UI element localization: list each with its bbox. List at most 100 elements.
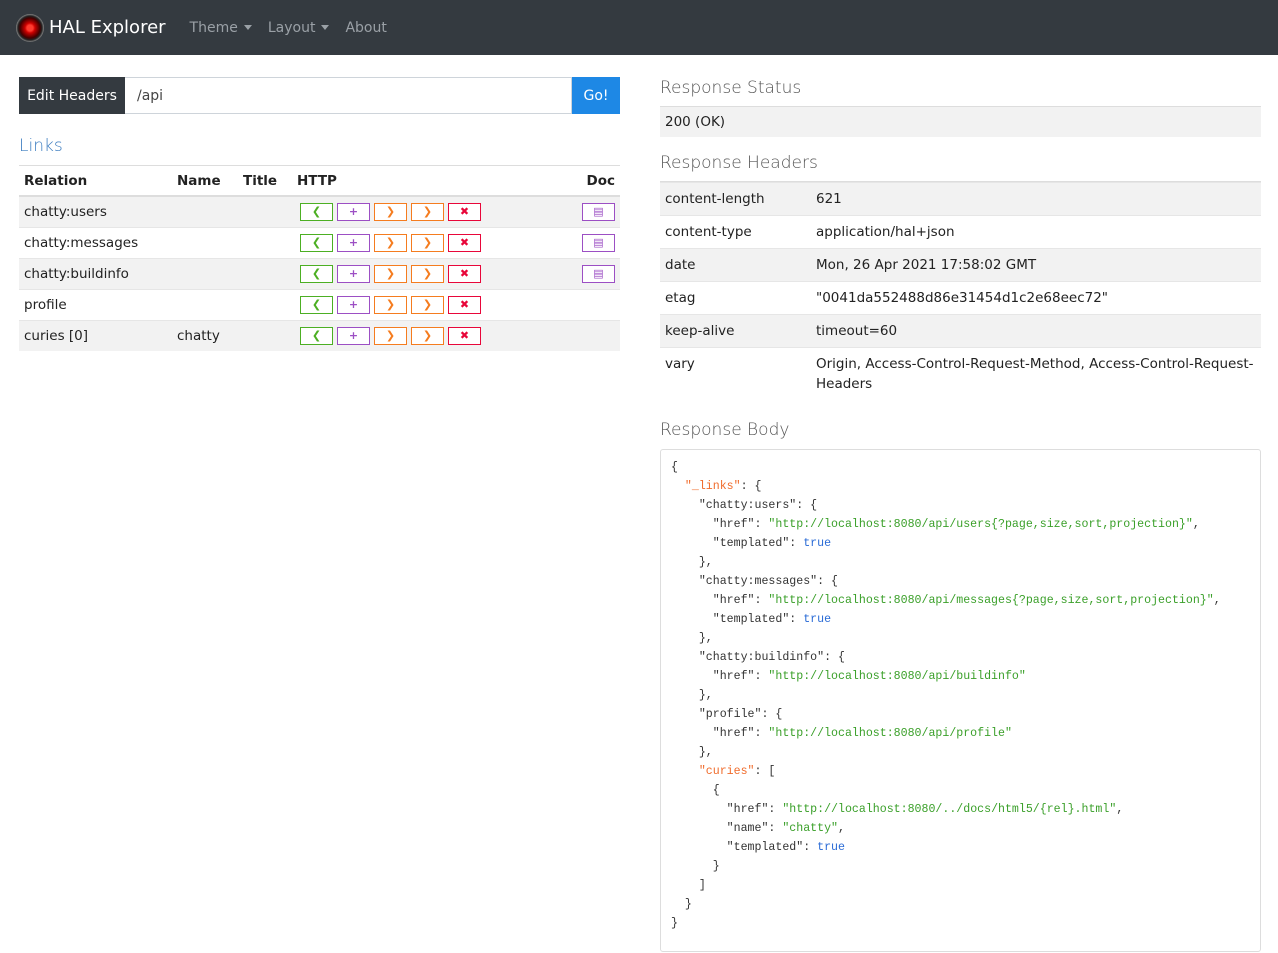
patch-button[interactable]: ❯ (411, 326, 444, 345)
json-line: ] (671, 876, 1250, 895)
json-token: } (684, 898, 692, 911)
json-line: }, (671, 629, 1250, 648)
get-button[interactable]: ❮ (300, 233, 333, 252)
put-button[interactable]: ❯ (374, 326, 407, 345)
col-name: Name (172, 166, 238, 197)
layout-menu[interactable]: Layout (268, 20, 330, 36)
delete-button[interactable]: ✖ (448, 264, 481, 283)
header-value: application/hal+json (811, 215, 1261, 249)
links-table: Relation Name Title HTTP Doc chatty:user… (19, 166, 620, 351)
response-status-title: Response Status (660, 78, 1261, 107)
json-boolean: true (817, 841, 845, 854)
col-doc: Doc (561, 166, 620, 197)
json-line: { (671, 458, 1250, 477)
json-token: }, (698, 689, 713, 702)
header-name: etag (660, 281, 811, 315)
header-name: content-type (660, 215, 811, 249)
col-title: Title (238, 166, 292, 197)
brand[interactable]: HAL Explorer (49, 17, 166, 38)
put-button[interactable]: ❯ (374, 233, 407, 252)
json-token: , (1116, 803, 1124, 816)
json-token: } (712, 860, 720, 873)
json-token: "chatty:users": { (698, 499, 818, 512)
http-cell: ❮ + ❯ ❯ ✖ (292, 226, 562, 258)
header-name: keep-alive (660, 314, 811, 348)
json-token: : [ (754, 765, 776, 778)
doc-button[interactable]: ▤ (582, 202, 615, 221)
col-relation: Relation (19, 166, 172, 197)
header-row: etag "0041da552488d86e31454d1c2e68eec72" (660, 281, 1261, 315)
name-cell (172, 288, 238, 320)
header-row: keep-alive timeout=60 (660, 314, 1261, 348)
theme-menu[interactable]: Theme (190, 20, 252, 36)
x-icon: ✖ (459, 204, 470, 218)
header-row: content-length 621 (660, 182, 1261, 216)
edit-headers-button[interactable]: Edit Headers (19, 77, 125, 114)
hal-logo-icon[interactable] (16, 13, 44, 42)
json-token: "name": (726, 822, 783, 835)
json-token: , (838, 822, 845, 835)
post-button[interactable]: + (337, 233, 370, 252)
left-panel: Edit Headers Go! Links Relation Name Tit… (19, 77, 620, 351)
plus-icon: + (348, 297, 359, 311)
json-line: } (671, 857, 1250, 876)
about-link[interactable]: About (345, 19, 387, 36)
header-row: vary Origin, Access-Control-Request-Metho… (660, 347, 1261, 400)
json-token: "href": (712, 594, 769, 607)
header-name: vary (660, 347, 811, 400)
json-string: "http://localhost:8080/../docs/html5/{re… (782, 803, 1117, 816)
http-cell: ❮ + ❯ ❯ ✖ (292, 257, 562, 289)
doc-cell: ▤ (561, 257, 620, 289)
chevron-right-icon: ❯ (422, 328, 433, 342)
name-cell (172, 257, 238, 289)
delete-button[interactable]: ✖ (448, 326, 481, 345)
json-token: }, (698, 746, 713, 759)
link-row: chatty:messages ❮ + ❯ ❯ ✖ ▤ (19, 226, 620, 258)
header-value: 621 (811, 182, 1261, 216)
doc-button[interactable]: ▤ (582, 264, 615, 283)
get-button[interactable]: ❮ (300, 264, 333, 283)
post-button[interactable]: + (337, 202, 370, 221)
delete-button[interactable]: ✖ (448, 233, 481, 252)
get-button[interactable]: ❮ (300, 202, 333, 221)
relation-cell: chatty:buildinfo (19, 257, 172, 289)
name-cell (172, 195, 238, 227)
http-cell: ❮ + ❯ ❯ ✖ (292, 319, 562, 351)
title-cell (238, 226, 292, 258)
json-token: "href": (712, 670, 769, 683)
json-line: } (671, 914, 1250, 933)
theme-label: Theme (189, 19, 238, 36)
post-button[interactable]: + (337, 326, 370, 345)
delete-button[interactable]: ✖ (448, 202, 481, 221)
patch-button[interactable]: ❯ (411, 233, 444, 252)
header-name: content-length (660, 182, 811, 216)
put-button[interactable]: ❯ (374, 202, 407, 221)
patch-button[interactable]: ❯ (411, 202, 444, 221)
url-input[interactable] (125, 77, 572, 114)
patch-button[interactable]: ❯ (411, 264, 444, 283)
patch-button[interactable]: ❯ (411, 295, 444, 314)
caret-down-icon (243, 25, 252, 30)
json-string: "http://localhost:8080/api/profile" (768, 727, 1012, 740)
header-row: content-type application/hal+json (660, 215, 1261, 249)
plus-icon: + (348, 328, 359, 342)
json-token: { (671, 461, 678, 474)
go-button[interactable]: Go! (572, 77, 620, 114)
delete-button[interactable]: ✖ (448, 295, 481, 314)
doc-button[interactable]: ▤ (582, 233, 615, 252)
put-button[interactable]: ❯ (374, 295, 407, 314)
put-button[interactable]: ❯ (374, 264, 407, 283)
http-cell: ❮ + ❯ ❯ ✖ (292, 195, 562, 227)
chevron-left-icon: ❮ (311, 297, 322, 311)
get-button[interactable]: ❮ (300, 295, 333, 314)
json-line: "templated": true (671, 534, 1250, 553)
json-token: "chatty:messages": { (698, 575, 838, 588)
relation-cell: curies [0] (19, 319, 172, 351)
json-token: , (1213, 594, 1221, 607)
chevron-left-icon: ❮ (311, 266, 322, 280)
post-button[interactable]: + (337, 295, 370, 314)
post-button[interactable]: + (337, 264, 370, 283)
doc-cell (561, 288, 620, 320)
json-boolean: true (803, 537, 832, 550)
get-button[interactable]: ❮ (300, 326, 333, 345)
